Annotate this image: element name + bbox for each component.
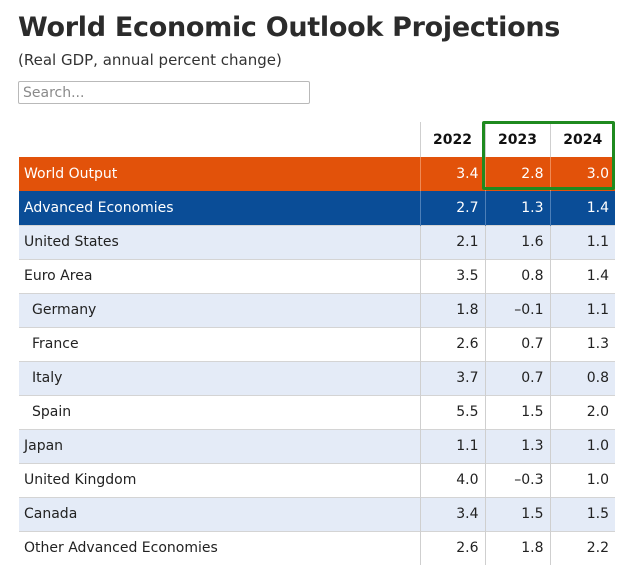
cell-2023: 0.8 [484,258,550,293]
cell-2023: –0.1 [484,292,550,327]
cell-2022: 2.6 [419,326,485,361]
row-label: Spain [19,394,420,429]
page-subtitle: (Real GDP, annual percent change) [18,51,282,69]
cell-2022: 2.6 [419,530,485,565]
cell-2023: 2.8 [484,157,550,191]
cell-2024: 1.1 [549,292,615,327]
row-label: Euro Area [19,258,420,293]
cell-2024: 1.4 [549,191,615,225]
cell-2023: 0.7 [484,360,550,395]
cell-2024: 1.0 [549,428,615,463]
row-label: Advanced Economies [19,191,420,225]
row-label: United Kingdom [19,462,420,497]
table-header-row: 2022 2023 2024 [19,122,615,157]
table-row-spain: Spain 5.5 1.5 2.0 [19,394,615,429]
table-row-euro-area: Euro Area 3.5 0.8 1.4 [19,258,615,293]
cell-2022: 3.5 [419,258,485,293]
cell-2022: 5.5 [419,394,485,429]
cell-2022: 3.4 [419,496,485,531]
cell-2022: 3.4 [419,157,485,191]
header-country-cell [19,122,420,157]
cell-2022: 4.0 [419,462,485,497]
table-row-france: France 2.6 0.7 1.3 [19,326,615,361]
cell-2024: 2.2 [549,530,615,565]
column-header-2024[interactable]: 2024 [549,122,615,157]
row-label: Japan [19,428,420,463]
cell-2022: 2.1 [419,224,485,259]
column-header-2023[interactable]: 2023 [484,122,550,157]
row-label: United States [19,224,420,259]
table-row-other-advanced-economies: Other Advanced Economies 2.6 1.8 2.2 [19,530,615,565]
cell-2022: 1.1 [419,428,485,463]
row-label: Germany [19,292,420,327]
search-input[interactable] [18,81,310,104]
cell-2024: 2.0 [549,394,615,429]
table-row-world-output: World Output 3.4 2.8 3.0 [19,157,615,191]
table-row-united-states: United States 2.1 1.6 1.1 [19,224,615,259]
row-label: World Output [19,157,420,191]
column-header-2022[interactable]: 2022 [419,122,485,157]
table-row-germany: Germany 1.8 –0.1 1.1 [19,292,615,327]
cell-2023: 1.3 [484,191,550,225]
cell-2024: 3.0 [549,157,615,191]
row-label: Other Advanced Economies [19,530,420,565]
cell-2023: –0.3 [484,462,550,497]
cell-2024: 1.0 [549,462,615,497]
cell-2024: 1.5 [549,496,615,531]
cell-2024: 1.3 [549,326,615,361]
cell-2023: 1.8 [484,530,550,565]
cell-2023: 1.5 [484,394,550,429]
row-label: France [19,326,420,361]
cell-2024: 0.8 [549,360,615,395]
projections-table: 2022 2023 2024 World Output 3.4 2.8 3.0 … [19,122,615,565]
cell-2023: 0.7 [484,326,550,361]
table-row-united-kingdom: United Kingdom 4.0 –0.3 1.0 [19,462,615,497]
cell-2022: 1.8 [419,292,485,327]
cell-2022: 2.7 [419,191,485,225]
table-row-italy: Italy 3.7 0.7 0.8 [19,360,615,395]
page-title: World Economic Outlook Projections [18,12,561,43]
cell-2024: 1.1 [549,224,615,259]
cell-2022: 3.7 [419,360,485,395]
cell-2023: 1.6 [484,224,550,259]
cell-2024: 1.4 [549,258,615,293]
table-row-canada: Canada 3.4 1.5 1.5 [19,496,615,531]
cell-2023: 1.5 [484,496,550,531]
row-label: Italy [19,360,420,395]
table-row-japan: Japan 1.1 1.3 1.0 [19,428,615,463]
table-row-advanced-economies: Advanced Economies 2.7 1.3 1.4 [19,191,615,225]
cell-2023: 1.3 [484,428,550,463]
row-label: Canada [19,496,420,531]
